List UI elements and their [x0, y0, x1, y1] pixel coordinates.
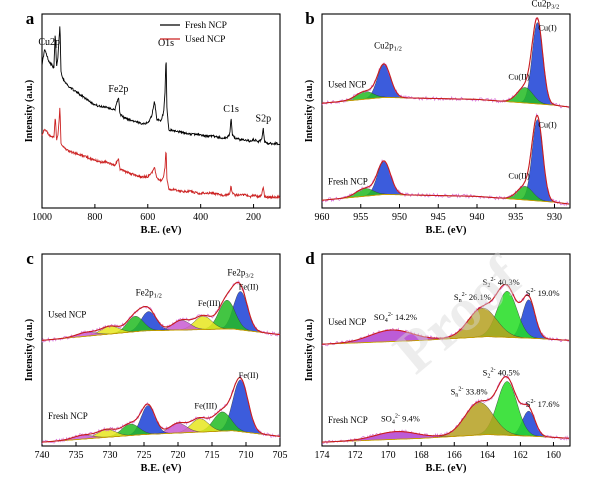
x-tick-label-d-0: 174	[315, 450, 330, 461]
x-tick-label-b-0: 960	[315, 212, 330, 223]
panel-letter-a: a	[26, 9, 35, 28]
y-axis-label-c: Intensity (a.u.)	[24, 319, 35, 382]
series-line-used-ncp	[41, 107, 281, 200]
sample-label-d-1: Fresh NCP	[328, 415, 368, 425]
x-tick-label-c-3: 725	[137, 450, 152, 461]
panel-a: 1000 800 600 400 200 B.E. (eV) Intensity (a.u.…	[24, 13, 281, 236]
plot-frame	[41, 253, 281, 447]
x-axis-label-b: B.E. (eV)	[425, 225, 467, 236]
envelope-line-d-0	[321, 283, 569, 345]
x-tick-label-c-6: 710	[239, 450, 254, 461]
panel-d: 174 172 170 168 166 164 162 160 B.E. (eV) Intensi…	[304, 253, 571, 474]
peak-label-c-0-2: Fe(III)	[198, 298, 221, 308]
panel-letter-b: b	[305, 9, 314, 28]
peak-annotation-1: Fe2p	[108, 84, 128, 95]
legend-entry-1: Used NCP	[185, 35, 225, 45]
y-axis-label-d: Intensity (a.u.)	[304, 319, 315, 382]
background-line-c-0	[41, 328, 281, 341]
peak-label-d-0-2: Sn2- 26.1%	[454, 292, 491, 304]
x-tick-label-d-3: 168	[414, 450, 429, 461]
background-line-d-0	[322, 336, 569, 345]
x-tick-label-b-4: 940	[470, 212, 485, 223]
background-line-d-1	[321, 434, 570, 443]
x-tick-label-b-6: 930	[547, 212, 562, 223]
peak-label-d-1-3: SO42- 9.4%	[381, 414, 420, 426]
peak-label-c-0-0: Fe(II)	[239, 281, 259, 291]
plot-frame	[321, 253, 571, 447]
orbital-label-c-0: Fe2p1/2	[136, 287, 162, 299]
sample-label-b-0: Used NCP	[328, 80, 366, 90]
panel-letter-c: c	[26, 249, 34, 268]
legend-entry-0: Fresh NCP	[185, 21, 227, 31]
peak-label-c-1-0: Fe(II)	[239, 370, 259, 380]
series-line-fresh-ncp	[41, 26, 281, 146]
x-tick-label-c-1: 735	[69, 450, 84, 461]
peak-label-d-0-0: S2- 19.0%	[526, 288, 560, 298]
x-tick-label-c-2: 730	[103, 450, 118, 461]
x-axis-label-c: B.E. (eV)	[140, 463, 182, 474]
peak-label-d-1-2: Sn2- 33.8%	[451, 386, 488, 398]
peak-label-d-0-3: SO42- 14.2%	[374, 312, 417, 324]
x-axis-label-a: B.E. (eV)	[140, 225, 182, 236]
peak-annotation-3: C1s	[223, 104, 239, 115]
orbital-label-c-1: Fe2p3/2	[227, 267, 253, 279]
peak-label-b-0-0: Cu(I)	[538, 22, 557, 32]
x-axis-label-d: B.E. (eV)	[425, 463, 467, 474]
x-tick-label-d-7: 160	[546, 450, 561, 461]
envelope-line-c-0	[41, 281, 281, 341]
x-tick-label-c-0: 740	[35, 450, 50, 461]
plot-frame	[321, 13, 571, 209]
peak-label-d-1-1: S22- 40.5%	[483, 367, 520, 379]
panel-c: 740 735 730 725 720 715 710 705 B.E. (eV) Intensi…	[24, 253, 288, 474]
x-tick-label-c-7: 705	[273, 450, 288, 461]
x-tick-label-a-2: 600	[140, 212, 155, 223]
plot-frame	[41, 13, 281, 209]
peak-label-c-1-2: Fe(III)	[194, 401, 217, 411]
peak-label-d-1-0: S2- 17.6%	[526, 399, 560, 409]
x-tick-label-d-6: 162	[513, 450, 528, 461]
sample-label-c-0: Used NCP	[48, 309, 86, 319]
peak-annotation-0: Cu2p	[38, 37, 60, 48]
x-tick-label-a-1: 800	[87, 212, 102, 223]
orbital-label-b-1: Cu2p3/2	[532, 0, 560, 10]
x-tick-label-c-4: 720	[171, 450, 186, 461]
x-tick-label-a-4: 200	[246, 212, 261, 223]
sample-label-d-0: Used NCP	[328, 317, 366, 327]
envelope-line-b-1	[322, 115, 570, 205]
x-tick-label-a-0: 1000	[32, 212, 52, 223]
panel-letter-d: d	[305, 249, 315, 268]
panel-b: 960 955 950 945 940 935 930 B.E. (eV) Intensity …	[304, 0, 571, 236]
x-tick-label-a-3: 400	[193, 212, 208, 223]
envelope-line-d-1	[322, 376, 570, 443]
x-tick-label-c-5: 715	[205, 450, 220, 461]
x-tick-label-b-5: 935	[508, 212, 523, 223]
orbital-label-b-0: Cu2p1/2	[374, 40, 402, 52]
x-tick-label-d-4: 166	[447, 450, 462, 461]
peak-label-d-0-1: S22- 40.3%	[483, 277, 520, 289]
sample-label-b-1: Fresh NCP	[328, 177, 368, 187]
x-tick-label-b-3: 945	[431, 212, 446, 223]
peak-label-b-0-1: Cu(II)	[508, 71, 529, 81]
background-line-c-1	[41, 430, 281, 443]
x-tick-label-b-1: 955	[353, 212, 368, 223]
envelope-line-b-0	[322, 17, 570, 108]
x-tick-label-d-2: 170	[381, 450, 396, 461]
envelope-line-c-1	[41, 376, 281, 443]
sample-label-c-1: Fresh NCP	[48, 411, 88, 421]
peak-label-b-1-0: Cu(I)	[538, 119, 557, 129]
x-tick-label-b-2: 950	[392, 212, 407, 223]
y-axis-label-b: Intensity (a.u.)	[304, 80, 315, 143]
peak-annotation-2: O1s	[158, 38, 174, 49]
y-axis-label-a: Intensity (a.u.)	[24, 80, 35, 143]
x-tick-label-d-5: 164	[480, 450, 495, 461]
x-tick-label-d-1: 172	[348, 450, 363, 461]
peak-annotation-4: S2p	[256, 113, 272, 124]
peak-label-b-1-1: Cu(II)	[508, 170, 529, 180]
